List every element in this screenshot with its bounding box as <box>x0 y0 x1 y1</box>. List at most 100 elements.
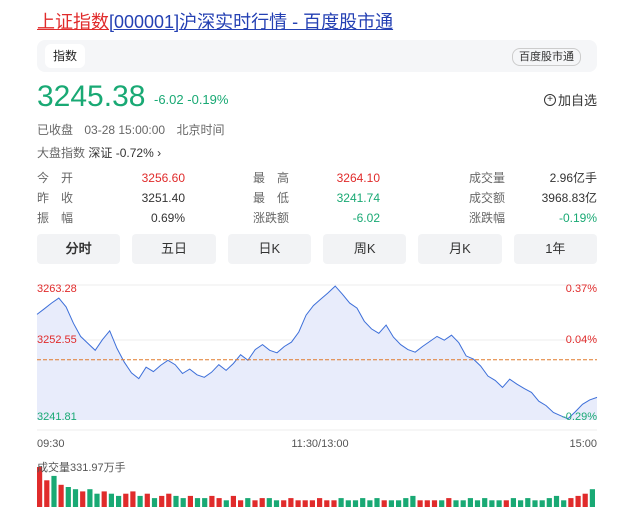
pct-label-mid: 0.04% <box>566 334 597 346</box>
volume-bar <box>403 498 409 507</box>
volume-bar <box>108 493 114 507</box>
volume-bar <box>417 500 423 507</box>
volume-bar <box>123 493 129 507</box>
volume-bar <box>94 493 100 507</box>
tab-5day[interactable]: 五日 <box>132 234 216 264</box>
volume-bar <box>575 495 581 507</box>
volume-bar <box>352 500 359 507</box>
volume-bar <box>80 491 86 507</box>
volume-bar <box>582 493 588 507</box>
volume-bar <box>381 500 387 507</box>
stat-label: 成交额 <box>469 191 506 205</box>
tab-monthly-k[interactable]: 月K <box>418 234 502 264</box>
volume-bar <box>173 495 179 507</box>
volume-bar <box>424 500 430 507</box>
volume-bar <box>553 495 560 507</box>
stat-value: 2.96亿手 <box>549 171 597 185</box>
price-area <box>37 286 597 420</box>
stat-label: 昨 收 <box>37 191 74 205</box>
change-percent: -0.19% <box>187 92 229 107</box>
stat-label: 最 高 <box>253 171 290 185</box>
x-label-start: 09:30 <box>37 438 65 450</box>
brand-badge[interactable]: 百度股市通 <box>512 48 581 66</box>
volume-bar <box>374 498 380 507</box>
tab-1year[interactable]: 1年 <box>513 234 597 264</box>
volume-bar <box>44 480 50 507</box>
y-label-top: 3263.28 <box>37 283 77 295</box>
stat-label: 振 幅 <box>37 211 74 225</box>
volume-bar <box>338 498 344 507</box>
tab-daily-k[interactable]: 日K <box>227 234 311 264</box>
change-value: -6.02 <box>154 92 184 107</box>
volume-bar <box>252 500 258 507</box>
volume-bar <box>302 500 308 507</box>
status-datetime: 03-28 15:00:00 <box>84 123 166 137</box>
volume-bar <box>238 500 244 507</box>
pct-label-top: 0.37% <box>566 283 597 295</box>
stat-label: 涨跌额 <box>253 211 290 225</box>
price-line <box>36 285 598 420</box>
stat-value: 3264.10 <box>336 171 380 185</box>
quote-header: 指数 百度股市通 <box>37 40 597 72</box>
volume-bar <box>589 489 595 507</box>
tab-weekly-k[interactable]: 周K <box>322 234 407 264</box>
add-watchlist-button[interactable]: + 加自选 <box>543 90 597 109</box>
volume-bar <box>144 493 150 507</box>
volume-bar <box>453 500 459 507</box>
volume-label: 成交量331.97万手 <box>37 462 126 474</box>
status-timezone: 北京时间 <box>176 123 225 137</box>
stat-value: 3256.60 <box>141 171 185 185</box>
y-label-bottom: 3241.81 <box>37 411 77 423</box>
volume-bar <box>137 495 143 507</box>
period-tabs: 分时 五日 日K 周K 月K 1年 <box>37 234 597 264</box>
volume-bar <box>116 495 122 507</box>
plus-circle-icon: + <box>543 93 556 106</box>
volume-bar <box>367 500 373 507</box>
index-name-link[interactable]: 上证指数 <box>37 12 109 32</box>
volume-bar <box>151 498 158 507</box>
volume-bar <box>37 467 43 507</box>
volume-bar <box>87 489 93 507</box>
volume-bar <box>360 498 366 507</box>
volume-bar <box>273 500 280 507</box>
status-state: 已收盘 <box>37 123 74 137</box>
tab-intraday[interactable]: 分时 <box>37 234 121 264</box>
volume-bar <box>317 498 323 507</box>
volume-bar <box>180 498 186 507</box>
y-label-mid: 3252.55 <box>37 334 77 346</box>
volume-bar <box>309 500 315 507</box>
market-status: 已收盘 03-28 15:00:00 北京时间 <box>37 121 232 138</box>
volume-bar <box>130 491 136 507</box>
volume-bar <box>525 498 531 507</box>
title-suffix-link[interactable]: 沪深实时行情 - 百度股市通 <box>179 12 394 32</box>
price-change: -6.02 -0.19% <box>154 92 228 107</box>
volume-bar <box>561 500 567 507</box>
volume-bar <box>396 500 402 507</box>
volume-bar <box>159 495 165 507</box>
page-title[interactable]: 上证指数[000001]沪深实时行情 - 百度股市通 <box>37 8 393 34</box>
volume-bar <box>209 495 215 507</box>
stat-value: 3241.74 <box>336 191 380 205</box>
add-watchlist-label: 加自选 <box>557 93 597 108</box>
stat-value: -0.19% <box>558 211 597 225</box>
current-price: 3245.38 <box>37 80 146 113</box>
stat-value: 3251.40 <box>141 191 185 205</box>
stats-grid: 今 开 3256.60 最 高 3264.10 成交量 2.96亿手 昨 收 3… <box>37 168 597 228</box>
volume-bar <box>65 487 71 507</box>
volume-bar <box>288 498 294 507</box>
volume-bar <box>216 498 222 507</box>
volume-bar <box>101 491 107 507</box>
volume-bar <box>568 498 574 507</box>
index-code-link[interactable]: [000001] <box>109 12 180 32</box>
market-index-link[interactable]: 大盘指数 深证 -0.72% › <box>37 144 161 161</box>
volume-bar <box>345 500 351 507</box>
chevron-right-icon: › <box>157 146 162 160</box>
volume-bar <box>546 498 552 507</box>
volume-bar <box>223 500 229 507</box>
volume-bar <box>245 498 251 507</box>
volume-bar <box>58 484 64 507</box>
market-value: -0.72% <box>115 146 154 160</box>
volume-bar <box>331 500 337 507</box>
volume-bar <box>202 498 208 507</box>
intraday-chart[interactable]: 3263.28 3252.55 3241.81 0.37% 0.04% -0.2… <box>0 275 625 516</box>
